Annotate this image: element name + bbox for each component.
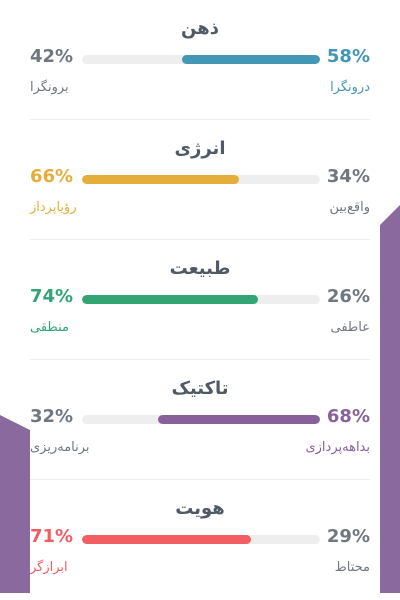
trait-bar-fill <box>82 535 251 544</box>
section-divider <box>30 359 370 360</box>
left-percentage: 66% <box>30 166 74 187</box>
trait-bar-fill <box>181 55 320 64</box>
trait-bar-fill <box>82 175 240 184</box>
right-trait-label: عاطفی <box>330 320 370 335</box>
section-divider <box>30 479 370 480</box>
left-trait-label: برونگرا <box>30 80 69 95</box>
trait-bar <box>82 295 320 304</box>
trait-bar <box>82 415 320 424</box>
section-divider <box>30 239 370 240</box>
trait-bar-fill <box>82 295 259 304</box>
left-trait-label: برنامه‌ریزی <box>30 440 90 455</box>
section-title: انرژی <box>174 138 226 159</box>
section-title: ذهن <box>181 18 219 39</box>
left-percentage: 71% <box>30 526 74 547</box>
right-percentage: 29% <box>326 526 370 547</box>
trait-section-tactics: تاکتیک 32% 68% برنامه‌ریزی بداهه‌پردازی <box>30 360 370 480</box>
trait-section-identity: هویت 71% 29% ابرازگر محتاط <box>30 480 370 600</box>
right-trait-label: محتاط <box>334 560 370 575</box>
right-percentage: 26% <box>326 286 370 307</box>
right-trait-label: واقع‌بین <box>329 200 370 215</box>
right-percentage: 58% <box>326 46 370 67</box>
section-title: هویت <box>175 498 225 519</box>
section-divider <box>30 119 370 120</box>
left-trait-label: ابرازگر <box>30 560 68 575</box>
left-trait-label: منطقی <box>30 320 69 335</box>
left-percentage: 74% <box>30 286 74 307</box>
right-trait-label: درونگرا <box>330 80 370 95</box>
trait-bar <box>82 175 320 184</box>
section-title: تاکتیک <box>171 378 229 399</box>
left-percentage: 32% <box>30 406 74 427</box>
trait-section-nature: طبیعت 74% 26% منطقی عاطفی <box>30 240 370 360</box>
section-title: طبیعت <box>169 258 231 279</box>
trait-bar <box>82 55 320 64</box>
trait-section-energy: انرژی 66% 34% رؤیاپرداز واقع‌بین <box>30 120 370 240</box>
trait-bar <box>82 535 320 544</box>
personality-traits-panel: ذهن 42% 58% برونگرا درونگرا انرژی 66% 34… <box>30 0 370 593</box>
right-trait-label: بداهه‌پردازی <box>305 440 370 455</box>
right-percentage: 68% <box>326 406 370 427</box>
left-percentage: 42% <box>30 46 74 67</box>
trait-section-mind: ذهن 42% 58% برونگرا درونگرا <box>30 0 370 120</box>
trait-bar-fill <box>158 415 320 424</box>
right-percentage: 34% <box>326 166 370 187</box>
left-trait-label: رؤیاپرداز <box>30 200 77 215</box>
